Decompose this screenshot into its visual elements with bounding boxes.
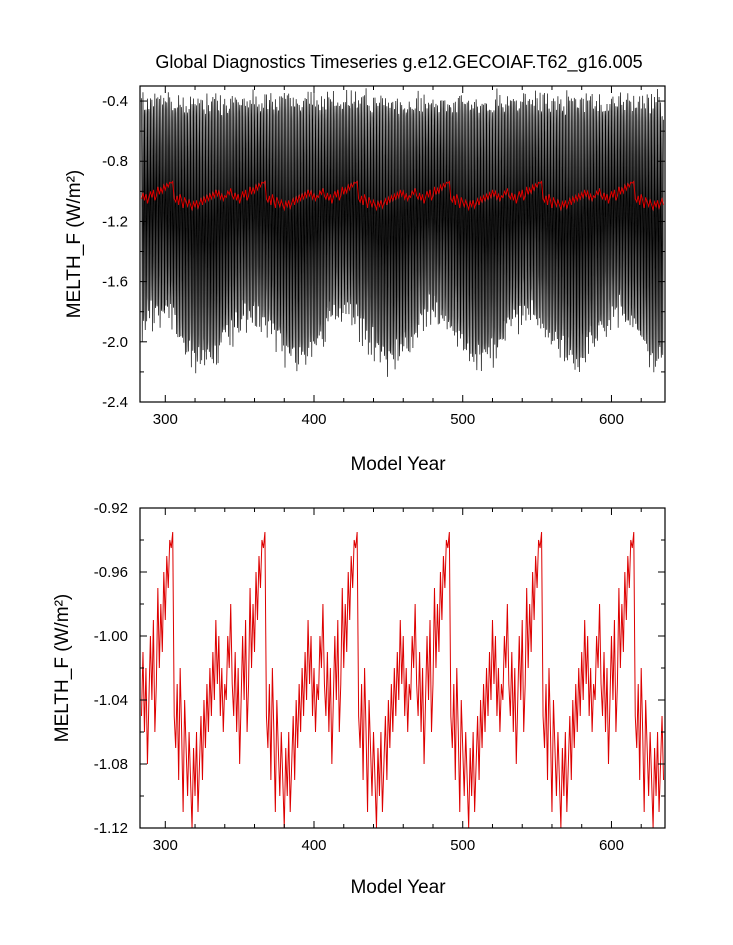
bottom-y-tick-label: -0.96 [94, 564, 128, 581]
top-x-tick-label: 500 [450, 411, 475, 428]
top-y-tick-label: -1.6 [102, 274, 128, 291]
top-annual-mean-series-line [141, 180, 664, 212]
top-y-tick-label: -0.8 [102, 153, 128, 170]
bottom-x-tick-label: 600 [599, 837, 624, 854]
bottom-plot-frame [139, 507, 666, 829]
top-x-axis-title: Model Year [350, 454, 446, 475]
top-y-tick-label: -2.4 [102, 394, 128, 411]
bottom-y-tick-label: -1.00 [94, 628, 128, 645]
top-panel: 300 400 500 600 -0.4 -0.8 -1.2 -1.6 -2.0 -2.4 Mod… [64, 85, 666, 475]
bottom-x-tick-label: 400 [301, 837, 326, 854]
bottom-x-tick-label: 500 [450, 837, 475, 854]
bottom-x-axis-title: Model Year [350, 877, 446, 898]
top-x-tick-label: 300 [153, 411, 178, 428]
bottom-panel: 300 400 500 600 -0.92 -0.96 -1.00 -1.04 -1.08 -1.… [52, 500, 666, 898]
bottom-y-tick-label: -0.92 [94, 500, 128, 517]
bottom-plot-area [140, 531, 665, 828]
bottom-y-tick-label: -1.12 [94, 820, 128, 837]
top-x-tick-label: 400 [301, 411, 326, 428]
top-plot-frame [139, 85, 666, 403]
bottom-y-axis-title: MELTH_F (W/m²) [52, 594, 73, 742]
top-y-axis-title: MELTH_F (W/m²) [64, 170, 85, 318]
top-axis-ticks: 300 400 500 600 -0.4 -0.8 -1.2 -1.6 -2.0 -2.4 [102, 86, 665, 428]
top-plot-area [141, 88, 664, 377]
chart-title: Global Diagnostics Timeseries g.e12.GECO… [155, 52, 642, 73]
bottom-y-tick-label: -1.04 [94, 692, 128, 709]
top-y-tick-label: -2.0 [102, 334, 128, 351]
top-x-tick-label: 600 [599, 411, 624, 428]
bottom-annual-mean-series-line [140, 531, 665, 828]
top-y-tick-label: -1.2 [102, 213, 128, 230]
bottom-axis-ticks: 300 400 500 600 -0.92 -0.96 -1.00 -1.04 -1.08 -1.… [94, 500, 665, 854]
bottom-y-tick-label: -1.08 [94, 756, 128, 773]
top-monthly-series-line [141, 88, 664, 377]
bottom-x-tick-label: 300 [153, 837, 178, 854]
top-y-tick-label: -0.4 [102, 93, 128, 110]
